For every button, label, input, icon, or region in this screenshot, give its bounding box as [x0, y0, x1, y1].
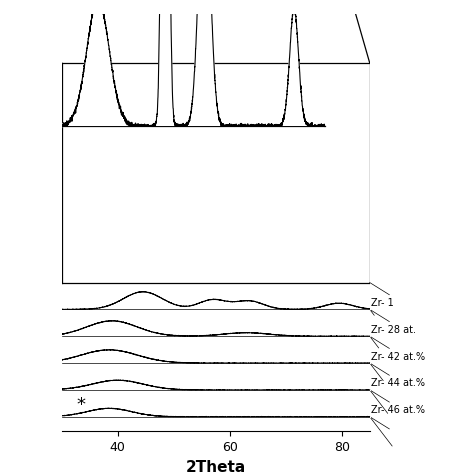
Text: Zr- 42 at.%: Zr- 42 at.% [372, 352, 426, 362]
Text: *: * [77, 396, 86, 414]
Text: Zr- 28 at.: Zr- 28 at. [372, 325, 416, 335]
Text: Zr- 44 at.%: Zr- 44 at.% [372, 378, 425, 388]
Text: Zr- 1: Zr- 1 [372, 298, 394, 308]
Text: Zr- 46 at.%: Zr- 46 at.% [372, 405, 425, 415]
X-axis label: 2Theta: 2Theta [185, 460, 246, 474]
